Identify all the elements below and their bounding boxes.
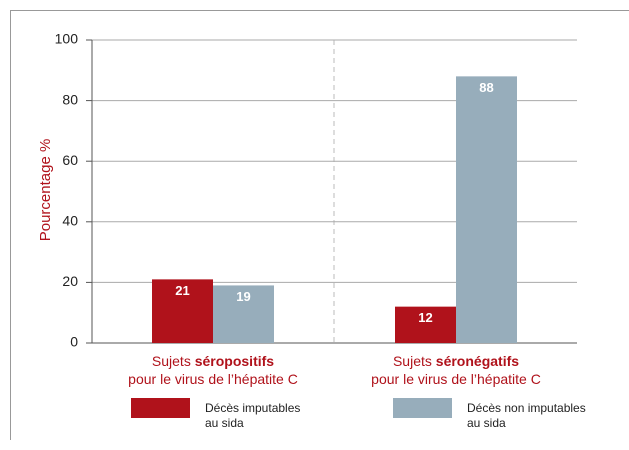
x-tick-label: Sujets séronégatifs — [393, 353, 519, 369]
y-tick-label: 60 — [62, 152, 78, 168]
legend-swatch — [131, 398, 190, 418]
y-tick-label: 100 — [55, 31, 79, 47]
y-tick-label: 80 — [62, 91, 78, 107]
x-tick-label-part: séropositifs — [195, 353, 275, 369]
y-tick-label: 20 — [62, 273, 78, 289]
x-tick-label: Sujets séropositifs — [152, 353, 274, 369]
legend-label: Décès non imputables au sida — [467, 401, 586, 430]
bar-value-label: 88 — [479, 80, 493, 95]
bar — [152, 279, 213, 343]
x-tick-label-part: Sujets — [152, 353, 195, 369]
x-tick-label-part: pour le virus de l’hépatite C — [371, 371, 541, 387]
x-tick-label: pour le virus de l’hépatite C — [128, 371, 298, 387]
y-tick-label: 0 — [70, 334, 78, 350]
legend-label-line: Décès non imputables — [467, 401, 586, 415]
bar — [456, 76, 517, 344]
bar — [213, 285, 274, 343]
frame — [10, 10, 629, 440]
legend-label-line: au sida — [205, 416, 244, 430]
bar-value-label: 19 — [236, 289, 250, 304]
bar-value-label: 12 — [418, 310, 432, 325]
bar-value-label: 21 — [175, 283, 189, 298]
legend-label: Décès imputables au sida — [205, 401, 300, 430]
bar — [395, 306, 456, 343]
x-tick-label-part: pour le virus de l’hépatite C — [128, 371, 298, 387]
x-tick-label-part: Sujets — [393, 353, 436, 369]
x-tick-label: pour le virus de l’hépatite C — [371, 371, 541, 387]
y-axis-label: Pourcentage % — [37, 139, 54, 242]
legend-label-line: au sida — [467, 416, 506, 430]
x-tick-label-part: séronégatifs — [436, 353, 519, 369]
legend-label-line: Décès imputables — [205, 401, 300, 415]
y-tick-label: 40 — [62, 213, 78, 229]
legend-swatch — [393, 398, 452, 418]
